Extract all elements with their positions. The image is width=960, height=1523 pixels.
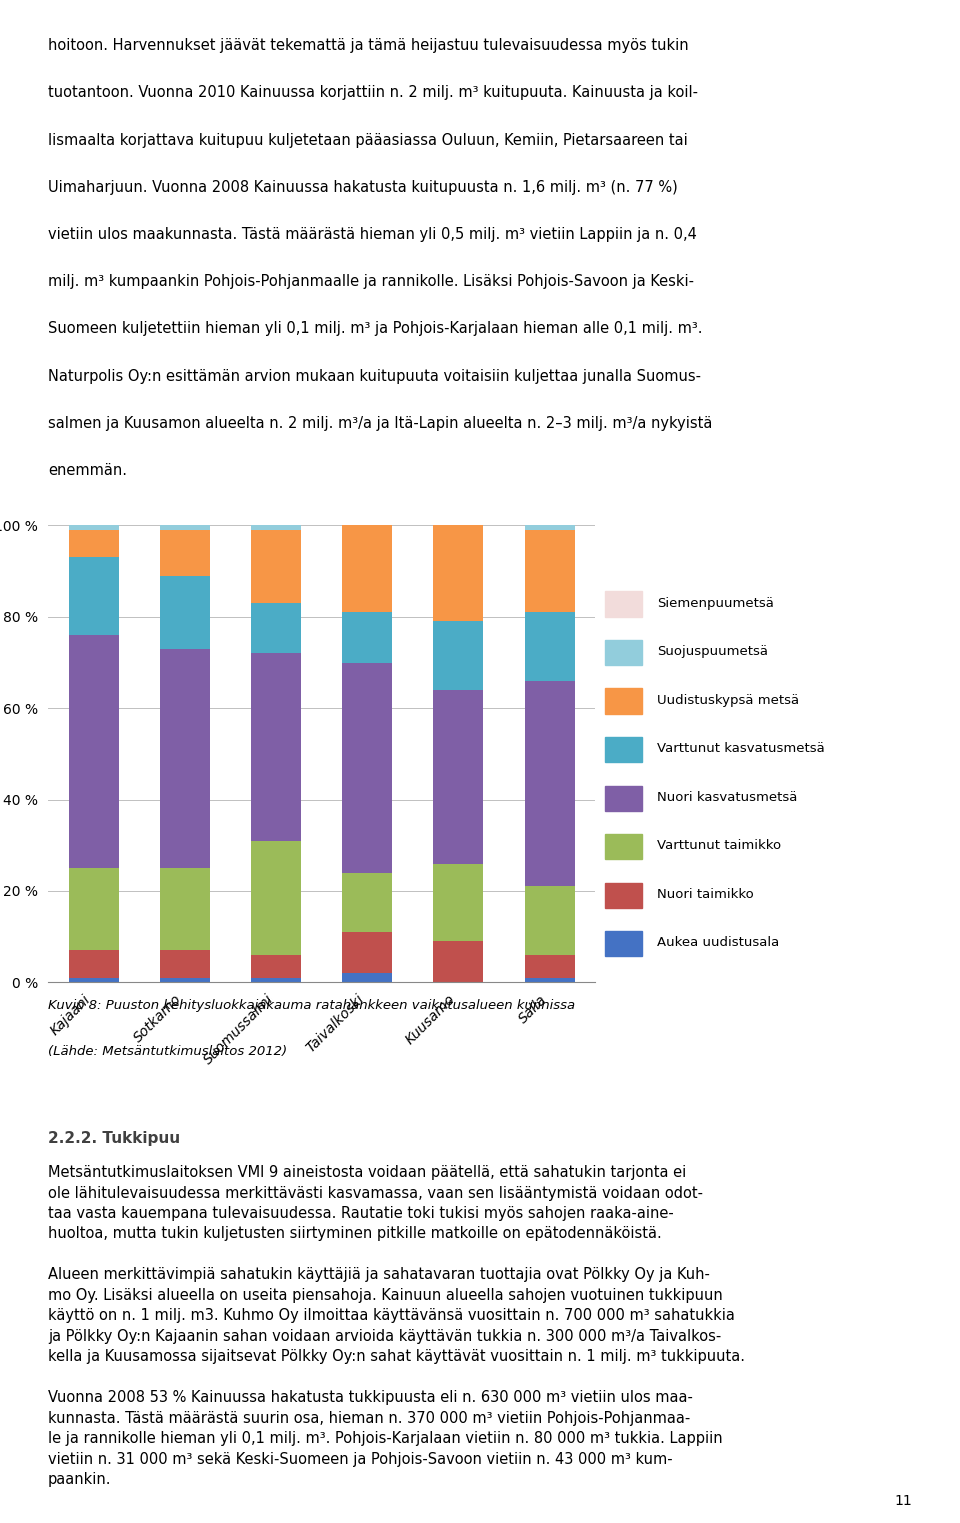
Text: Kuvio 8: Puuston kehitysluokkajakauma ratahankkeen vaikutusalueen kunnissa: Kuvio 8: Puuston kehitysluokkajakauma ra… [48, 999, 575, 1013]
Bar [68, 525, 119, 530]
Text: Alueen merkittävimpiä sahatukin käyttäjiä ja sahatavaran tuottajia ovat Pölkky O: Alueen merkittävimpiä sahatukin käyttäji… [48, 1267, 709, 1282]
Bar [251, 530, 301, 603]
Text: 11: 11 [895, 1494, 912, 1508]
Bar [342, 973, 393, 982]
Bar [251, 841, 301, 955]
Bar [68, 557, 119, 635]
Text: (Lähde: Metsäntutkimuslaitos 2012): (Lähde: Metsäntutkimuslaitos 2012) [48, 1045, 287, 1058]
Bar [68, 868, 119, 950]
Bar [159, 950, 210, 978]
Text: kunnasta. Tästä määrästä suurin osa, hieman n. 370 000 m³ vietiin Pohjois-Pohjan: kunnasta. Tästä määrästä suurin osa, hie… [48, 1410, 690, 1426]
Bar [342, 612, 393, 663]
Text: tuotantoon. Vuonna 2010 Kainuussa korjattiin n. 2 milj. m³ kuitupuuta. Kainuusta: tuotantoon. Vuonna 2010 Kainuussa korjat… [48, 85, 698, 101]
Bar [605, 835, 641, 859]
Bar [342, 932, 393, 973]
Bar [159, 530, 210, 576]
Bar [159, 978, 210, 982]
Text: taa vasta kauempana tulevaisuudessa. Rautatie toki tukisi myös sahojen raaka-ain: taa vasta kauempana tulevaisuudessa. Rau… [48, 1206, 674, 1221]
Text: käyttö on n. 1 milj. m3. Kuhmo Oy ilmoittaa käyttävänsä vuosittain n. 700 000 m³: käyttö on n. 1 milj. m3. Kuhmo Oy ilmoit… [48, 1308, 734, 1323]
Bar [159, 868, 210, 950]
Bar [433, 941, 484, 982]
Text: Suomeen kuljetettiin hieman yli 0,1 milj. m³ ja Pohjois-Karjalaan hieman alle 0,: Suomeen kuljetettiin hieman yli 0,1 milj… [48, 321, 703, 337]
Bar [524, 886, 575, 955]
Text: Metsäntutkimuslaitoksen VMI 9 aineistosta voidaan päätellä, että sahatukin tarjo: Metsäntutkimuslaitoksen VMI 9 aineistost… [48, 1165, 686, 1180]
Text: Varttunut kasvatusmetsä: Varttunut kasvatusmetsä [657, 742, 825, 755]
Bar [524, 525, 575, 530]
Text: Suojuspuumetsä: Suojuspuumetsä [657, 646, 768, 658]
Text: enemmän.: enemmän. [48, 463, 127, 478]
Bar [605, 883, 641, 908]
Text: 2.2.2. Tukkipuu: 2.2.2. Tukkipuu [48, 1132, 180, 1145]
Bar [433, 525, 484, 621]
Bar [342, 873, 393, 932]
Bar [524, 978, 575, 982]
Text: Uimaharjuun. Vuonna 2008 Kainuussa hakatusta kuitupuusta n. 1,6 milj. m³ (n. 77 : Uimaharjuun. Vuonna 2008 Kainuussa hakat… [48, 180, 678, 195]
Bar [68, 950, 119, 978]
Text: salmen ja Kuusamon alueelta n. 2 milj. m³/a ja Itä-Lapin alueelta n. 2–3 milj. m: salmen ja Kuusamon alueelta n. 2 milj. m… [48, 416, 712, 431]
Bar [433, 690, 484, 864]
Text: huoltoa, mutta tukin kuljetusten siirtyminen pitkille matkoille on epätodennäköi: huoltoa, mutta tukin kuljetusten siirtym… [48, 1226, 661, 1241]
Text: ole lähitulevaisuudessa merkittävästi kasvamassa, vaan sen lisääntymistä voidaan: ole lähitulevaisuudessa merkittävästi ka… [48, 1185, 703, 1200]
Bar [605, 931, 641, 956]
Text: Siemenpuumetsä: Siemenpuumetsä [657, 597, 774, 609]
Bar [524, 612, 575, 681]
Text: Vuonna 2008 53 % Kainuussa hakatusta tukkipuusta eli n. 630 000 m³ vietiin ulos : Vuonna 2008 53 % Kainuussa hakatusta tuk… [48, 1390, 693, 1406]
Bar [68, 530, 119, 557]
Text: Nuori taimikko: Nuori taimikko [657, 888, 754, 900]
Text: milj. m³ kumpaankin Pohjois-Pohjanmaalle ja rannikolle. Lisäksi Pohjois-Savoon j: milj. m³ kumpaankin Pohjois-Pohjanmaalle… [48, 274, 694, 289]
Bar [605, 591, 641, 617]
Text: vietiin ulos maakunnasta. Tästä määrästä hieman yli 0,5 milj. m³ vietiin Lappiin: vietiin ulos maakunnasta. Tästä määrästä… [48, 227, 697, 242]
Bar [524, 530, 575, 612]
Bar [251, 603, 301, 653]
Bar [342, 663, 393, 873]
Bar [159, 525, 210, 530]
Text: Aukea uudistusala: Aukea uudistusala [657, 937, 780, 949]
Bar [605, 640, 641, 666]
Bar [342, 525, 393, 612]
Bar [433, 621, 484, 690]
Text: lismaalta korjattava kuitupuu kuljetetaan pääasiassa Ouluun, Kemiin, Pietarsaare: lismaalta korjattava kuitupuu kuljetetaa… [48, 133, 687, 148]
Text: hoitoon. Harvennukset jäävät tekemattä ja tämä heijastuu tulevaisuudessa myös tu: hoitoon. Harvennukset jäävät tekemattä j… [48, 38, 688, 53]
Text: kella ja Kuusamossa sijaitsevat Pölkky Oy:n sahat käyttävät vuosittain n. 1 milj: kella ja Kuusamossa sijaitsevat Pölkky O… [48, 1349, 745, 1365]
Bar [159, 649, 210, 868]
Text: paankin.: paankin. [48, 1473, 111, 1486]
Text: Varttunut taimikko: Varttunut taimikko [657, 839, 781, 853]
Bar [68, 978, 119, 982]
Bar [524, 955, 575, 978]
Bar [251, 525, 301, 530]
Bar [605, 688, 641, 714]
Bar [159, 576, 210, 649]
Text: Nuori kasvatusmetsä: Nuori kasvatusmetsä [657, 790, 798, 804]
Bar [251, 955, 301, 978]
Bar [524, 681, 575, 886]
Bar [251, 653, 301, 841]
Text: mo Oy. Lisäksi alueella on useita piensahoja. Kainuun alueella sahojen vuotuinen: mo Oy. Lisäksi alueella on useita piensa… [48, 1288, 723, 1302]
Text: ja Pölkky Oy:n Kajaanin sahan voidaan arvioida käyttävän tukkia n. 300 000 m³/a : ja Pölkky Oy:n Kajaanin sahan voidaan ar… [48, 1328, 721, 1343]
Text: Naturpolis Oy:n esittämän arvion mukaan kuitupuuta voitaisiin kuljettaa junalla : Naturpolis Oy:n esittämän arvion mukaan … [48, 369, 701, 384]
Bar [68, 635, 119, 868]
Text: vietiin n. 31 000 m³ sekä Keski-Suomeen ja Pohjois-Savoon vietiin n. 43 000 m³ k: vietiin n. 31 000 m³ sekä Keski-Suomeen … [48, 1451, 673, 1467]
Bar [605, 786, 641, 810]
Bar [433, 864, 484, 941]
Bar [251, 978, 301, 982]
Text: Uudistuskypsä metsä: Uudistuskypsä metsä [657, 693, 799, 707]
Bar [605, 737, 641, 762]
Text: le ja rannikolle hieman yli 0,1 milj. m³. Pohjois-Karjalaan vietiin n. 80 000 m³: le ja rannikolle hieman yli 0,1 milj. m³… [48, 1432, 723, 1447]
